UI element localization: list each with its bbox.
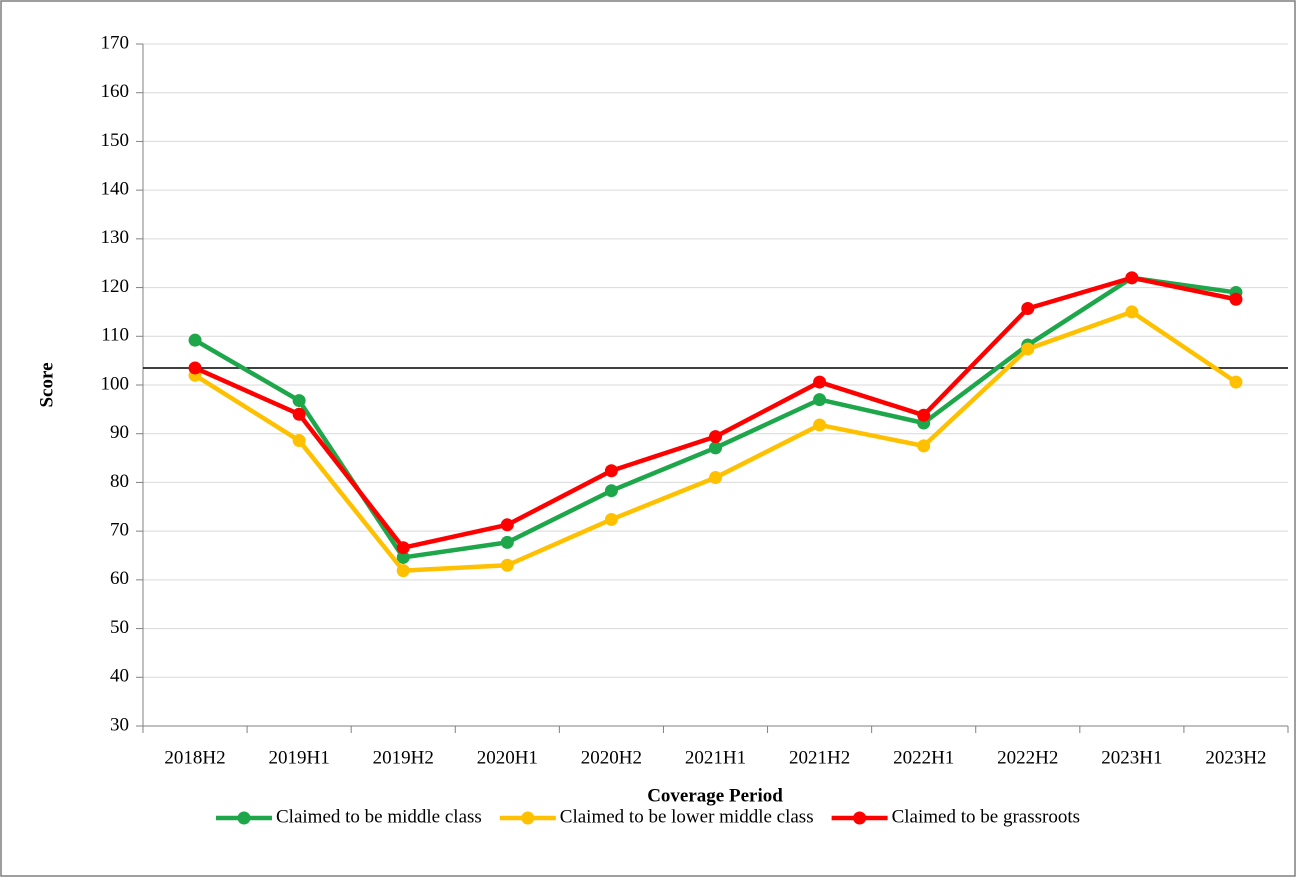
- x-axis-title: Coverage Period: [647, 785, 783, 806]
- x-tick-label: 2023H2: [1205, 747, 1266, 768]
- data-point: [396, 550, 410, 564]
- data-point: [1125, 305, 1139, 319]
- data-point: [917, 408, 931, 422]
- data-point: [813, 393, 827, 407]
- y-tick-label: 130: [101, 227, 130, 248]
- y-tick-label: 80: [110, 471, 129, 492]
- data-point: [1021, 302, 1035, 316]
- data-point: [292, 434, 306, 448]
- y-tick-label: 170: [101, 32, 130, 53]
- data-point: [917, 439, 931, 453]
- y-tick-label: 140: [101, 179, 130, 200]
- data-point: [396, 564, 410, 578]
- data-point: [604, 512, 618, 526]
- y-tick-label: 100: [101, 373, 130, 394]
- y-tick-label: 60: [110, 568, 129, 589]
- x-tick-label: 2023H1: [1101, 747, 1162, 768]
- legend-marker: [237, 811, 251, 825]
- legend-marker: [521, 811, 535, 825]
- data-point: [500, 558, 514, 572]
- data-point: [709, 430, 722, 444]
- data-point: [709, 471, 722, 485]
- data-point: [1229, 375, 1243, 389]
- x-tick-label: 2022H2: [997, 747, 1058, 768]
- x-tick-label: 2019H1: [269, 747, 330, 768]
- y-tick-label: 50: [110, 617, 129, 638]
- legend-label: Claimed to be grassroots: [892, 806, 1080, 827]
- y-axis-title: Score: [36, 362, 57, 407]
- data-point: [813, 375, 827, 389]
- x-tick-label: 2020H2: [581, 747, 642, 768]
- data-point: [292, 394, 306, 408]
- x-tick-label: 2020H1: [477, 747, 538, 768]
- y-tick-label: 150: [101, 130, 130, 151]
- data-point: [709, 441, 722, 455]
- data-point: [604, 484, 618, 498]
- y-tick-label: 110: [101, 325, 129, 346]
- data-point: [813, 418, 827, 432]
- y-tick-label: 70: [110, 520, 129, 541]
- data-point: [500, 535, 514, 549]
- x-tick-label: 2019H2: [373, 747, 434, 768]
- data-point: [1229, 292, 1243, 306]
- data-point: [1125, 271, 1139, 285]
- data-point: [188, 333, 202, 347]
- x-tick-label: 2021H2: [789, 747, 850, 768]
- x-tick-label: 2021H1: [685, 747, 746, 768]
- data-point: [604, 464, 618, 478]
- y-tick-label: 30: [110, 714, 129, 735]
- data-point: [396, 541, 410, 555]
- x-tick-label: 2022H1: [893, 747, 954, 768]
- y-tick-label: 120: [101, 276, 130, 297]
- y-tick-label: 160: [101, 81, 130, 102]
- data-point: [188, 361, 202, 375]
- legend-label: Claimed to be lower middle class: [560, 806, 814, 827]
- y-tick-label: 40: [110, 666, 129, 687]
- x-tick-label: 2018H2: [164, 747, 225, 768]
- data-point: [1021, 342, 1035, 356]
- legend-marker: [853, 811, 867, 825]
- legend-label: Claimed to be middle class: [276, 806, 482, 827]
- data-point: [500, 518, 514, 532]
- y-tick-label: 90: [110, 422, 129, 443]
- data-point: [292, 407, 306, 421]
